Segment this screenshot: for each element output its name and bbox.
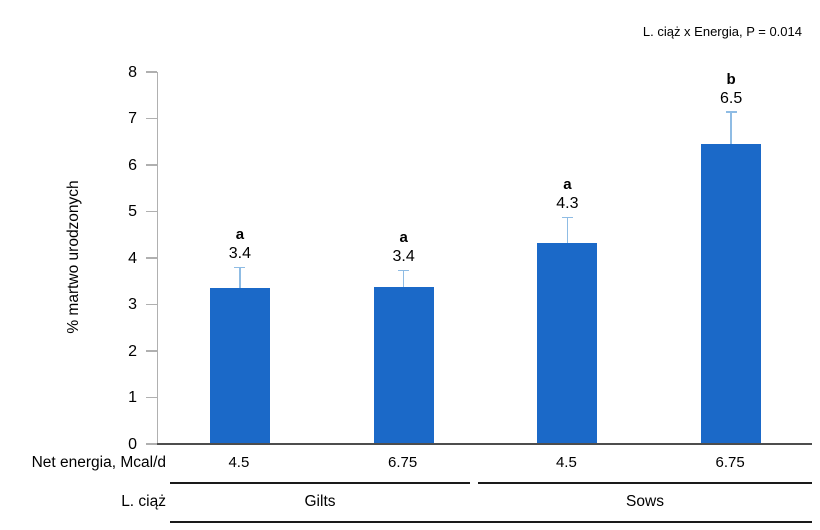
x-tick-energy-2: 4.5 bbox=[555, 454, 577, 471]
error-bar-gilts-6.75 bbox=[402, 271, 405, 293]
parity-row-line bbox=[170, 521, 812, 523]
y-tick-mark bbox=[146, 164, 157, 166]
y-tick-mark bbox=[146, 210, 157, 213]
x-tick-energy-3: 6.75 bbox=[715, 454, 745, 471]
x-axis-row-label-parity: L. ciąż bbox=[121, 493, 166, 510]
bar-sows-6.75 bbox=[701, 144, 762, 444]
significance-letter: a bbox=[399, 229, 408, 247]
error-bar-cap-gilts-6.75 bbox=[398, 269, 410, 272]
bar-label-gilts-6.75: a 3.4 bbox=[364, 228, 444, 266]
y-tick-label: 7 bbox=[128, 110, 137, 127]
energy-row-line-gilts bbox=[170, 482, 470, 484]
bar-value-label: 4.3 bbox=[556, 195, 579, 213]
y-tick-label: 2 bbox=[128, 342, 137, 360]
plot-area: a 3.4 a 3.4 a 4.3 b 6.5 bbox=[157, 70, 813, 444]
y-tick-mark bbox=[146, 117, 157, 120]
y-tick-mark bbox=[146, 303, 157, 306]
y-tick-mark bbox=[146, 350, 157, 352]
error-bar-cap-sows-4.5 bbox=[561, 216, 573, 219]
y-tick-label: 0 bbox=[128, 435, 137, 453]
y-tick-mark bbox=[146, 71, 157, 73]
x-group-label-gilts: Gilts bbox=[304, 493, 336, 510]
y-tick-label: 8 bbox=[128, 63, 137, 81]
significance-letter: b bbox=[726, 70, 736, 88]
error-bar-sows-4.5 bbox=[566, 218, 569, 249]
pvalue-annotation: L. ciąż x Energia, P = 0.014 bbox=[642, 24, 802, 39]
y-tick-label: 3 bbox=[128, 296, 137, 313]
x-tick-energy-1: 6.75 bbox=[388, 454, 418, 471]
bar-value-label: 6.5 bbox=[720, 89, 743, 107]
y-tick-label: 5 bbox=[128, 203, 137, 220]
significance-letter: a bbox=[563, 176, 572, 194]
bar-sows-4.5 bbox=[537, 242, 598, 444]
x-tick-energy-0: 4.5 bbox=[228, 454, 250, 471]
y-tick-mark bbox=[146, 257, 157, 259]
y-tick-label: 6 bbox=[128, 156, 137, 174]
x-group-label-sows: Sows bbox=[626, 493, 664, 510]
bar-gilts-6.75 bbox=[373, 286, 434, 444]
y-axis-title: % martwo urodzonych bbox=[65, 180, 82, 334]
y-tick-mark bbox=[146, 443, 157, 445]
y-tick-mark bbox=[146, 396, 157, 399]
error-bar-cap-gilts-4.5 bbox=[234, 266, 246, 269]
bar-gilts-4.5 bbox=[209, 288, 270, 444]
bar-label-sows-6.75: b 6.5 bbox=[691, 70, 771, 108]
error-bar-sows-6.75 bbox=[730, 112, 732, 151]
energy-row-line-sows bbox=[478, 482, 812, 484]
bar-label-sows-4.5: a 4.3 bbox=[527, 175, 607, 213]
x-axis-row-label-energy: Net energia, Mcal/d bbox=[31, 454, 166, 471]
bar-value-label: 3.4 bbox=[392, 248, 415, 266]
y-tick-label: 1 bbox=[128, 389, 137, 406]
bar-value-label: 3.4 bbox=[228, 245, 251, 263]
x-axis-line bbox=[157, 443, 812, 445]
bar-label-gilts-4.5: a 3.4 bbox=[200, 225, 280, 263]
y-tick-label: 4 bbox=[128, 249, 137, 267]
error-bar-gilts-4.5 bbox=[239, 268, 241, 295]
error-bar-cap-sows-6.75 bbox=[725, 111, 737, 113]
significance-letter: a bbox=[235, 226, 245, 244]
